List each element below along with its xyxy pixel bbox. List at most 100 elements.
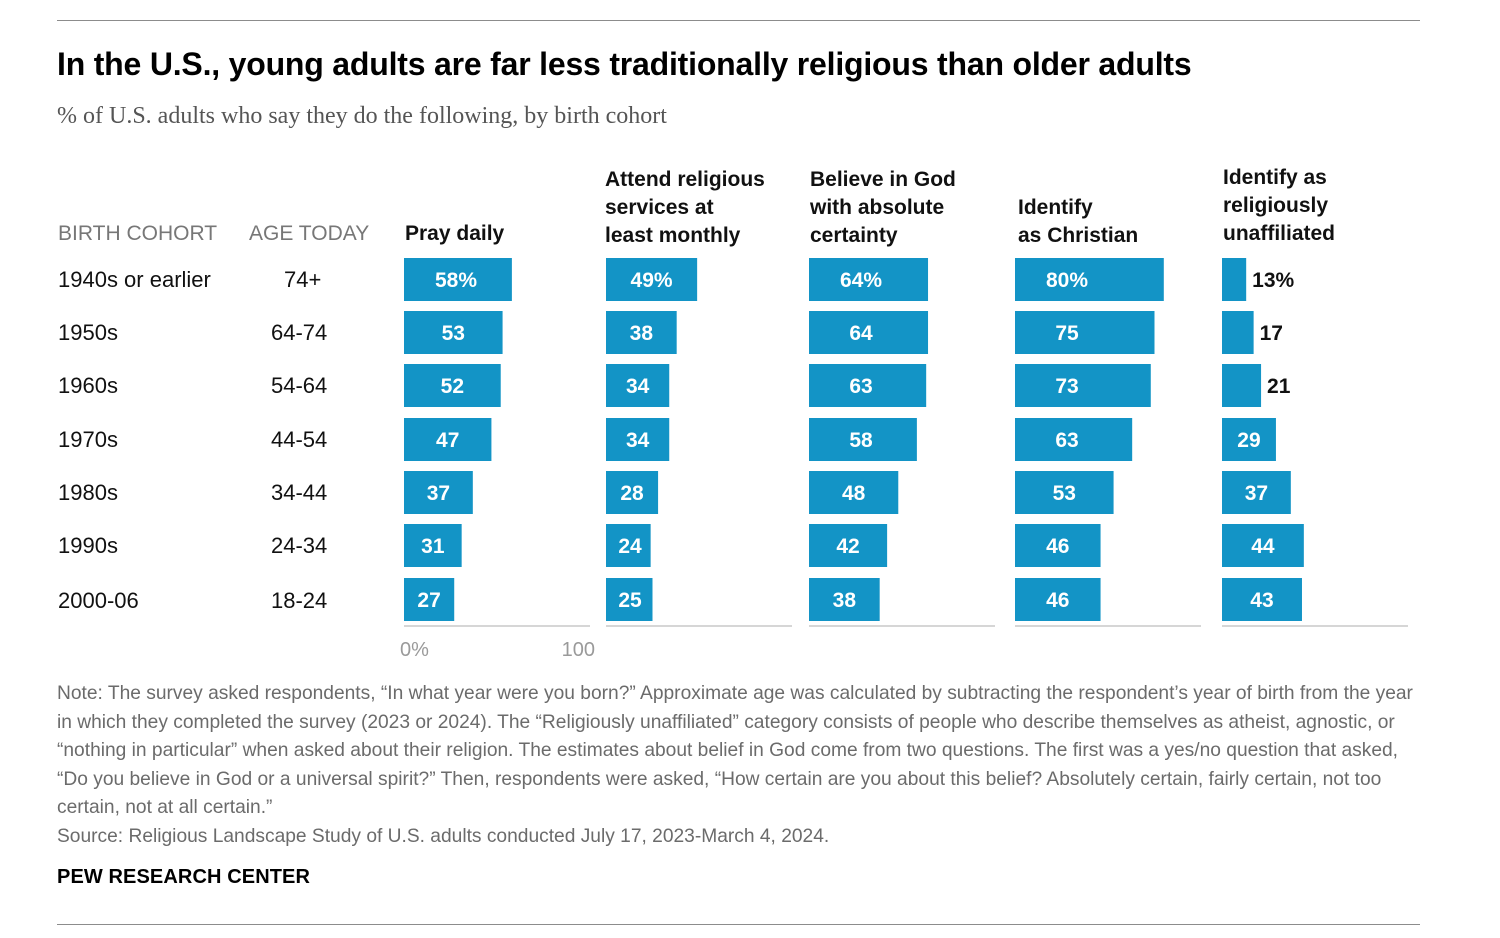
chart-note: Note: The survey asked respondents, “In … xyxy=(57,680,1427,852)
series-header-unaffiliated: Identify as religiously unaffiliated xyxy=(1223,164,1335,248)
bar xyxy=(1015,258,1164,301)
x-tick-label: 100 xyxy=(562,639,595,661)
bar xyxy=(404,578,455,621)
series-header-line: services at xyxy=(605,196,714,219)
row-age-label: 54-64 xyxy=(271,373,328,398)
bar-value-label: 24 xyxy=(618,535,642,558)
bar-value-label: 75 xyxy=(1055,322,1079,345)
bar-value-label: 80% xyxy=(1046,269,1088,292)
bar-value-label: 49% xyxy=(631,269,673,292)
bar xyxy=(809,578,880,621)
bar xyxy=(1015,471,1114,514)
bar-value-label: 29 xyxy=(1237,429,1260,452)
bar-value-label: 46 xyxy=(1046,589,1069,612)
bar xyxy=(404,364,501,407)
bar xyxy=(1015,524,1101,567)
top-rule xyxy=(57,20,1420,21)
bar-value-label: 64 xyxy=(849,322,873,345)
row-cohort-label: 1960s xyxy=(58,373,118,398)
bar-value-label: 34 xyxy=(626,375,650,398)
x-tick-label: 0% xyxy=(400,639,429,661)
bar xyxy=(1222,471,1291,514)
row-age-label: 24-34 xyxy=(271,533,328,558)
row-cohort-label: 1950s xyxy=(58,320,118,345)
bar xyxy=(809,471,899,514)
bar-value-label: 42 xyxy=(836,535,859,558)
series-header-line: unaffiliated xyxy=(1223,222,1336,245)
row-age-label: 34-44 xyxy=(271,480,328,505)
bar-value-label: 52 xyxy=(441,375,464,398)
birth-cohort-header: BIRTH COHORT xyxy=(58,222,218,245)
bar xyxy=(606,418,670,461)
bar-value-label: 73 xyxy=(1055,375,1078,398)
bar xyxy=(1222,418,1276,461)
bar-value-label: 53 xyxy=(1053,482,1076,505)
bar-value-label: 31 xyxy=(421,535,445,558)
bar-value-label: 43 xyxy=(1250,589,1273,612)
bar-value-label: 58 xyxy=(849,429,873,452)
bar xyxy=(809,311,929,354)
bar xyxy=(1222,524,1304,567)
row-age-label: 44-54 xyxy=(271,427,328,452)
series-header-line: certainty xyxy=(810,224,898,247)
bar-value-label: 47 xyxy=(436,429,459,452)
bottom-rule xyxy=(57,924,1420,925)
chart-title: In the U.S., young adults are far less t… xyxy=(57,46,1192,82)
row-cohort-label: 2000-06 xyxy=(58,588,139,613)
series-header-line: Identify as xyxy=(1223,166,1327,189)
bar xyxy=(606,578,653,621)
bar-value-label: 48 xyxy=(842,482,866,505)
bar xyxy=(809,364,927,407)
pew-logo-text: PEW RESEARCH CENTER xyxy=(57,866,311,888)
bar xyxy=(404,471,473,514)
age-today-header: AGE TODAY xyxy=(249,222,370,245)
bar xyxy=(404,418,492,461)
bar xyxy=(1015,418,1133,461)
series-header-believe-in-god: Believe in God with absolute certainty xyxy=(810,166,956,250)
series-header-line: Attend religious xyxy=(605,168,765,191)
series-header-line: least monthly xyxy=(605,224,741,247)
row-age-label: 18-24 xyxy=(271,588,328,613)
bar-value-label: 25 xyxy=(618,589,642,612)
chart-subtitle: % of U.S. adults who say they do the fol… xyxy=(57,103,667,129)
note-text: Note: The survey asked respondents, “In … xyxy=(57,683,1413,819)
series-header-line: Believe in God xyxy=(810,168,956,191)
series-header-line: with absolute xyxy=(810,196,945,219)
bar-value-label: 37 xyxy=(427,482,450,505)
row-age-label: 74+ xyxy=(284,267,322,292)
bar xyxy=(1222,258,1247,301)
bar-value-label: 28 xyxy=(620,482,644,505)
row-cohort-label: 1990s xyxy=(58,533,118,558)
row-cohort-label: 1980s xyxy=(58,480,118,505)
bar xyxy=(1015,311,1155,354)
bar xyxy=(404,311,503,354)
bar-value-label: 64% xyxy=(840,269,882,292)
bar-value-label: 63 xyxy=(1055,429,1078,452)
series-header-attend-services: Attend religious services at least month… xyxy=(605,166,765,250)
row-cohort-label: 1940s or earlier xyxy=(58,267,211,292)
bar xyxy=(606,471,659,514)
bar-value-label: 53 xyxy=(442,322,465,345)
bar xyxy=(606,364,670,407)
bar-value-label: 37 xyxy=(1245,482,1268,505)
row-age-label: 64-74 xyxy=(271,320,328,345)
series-header-line: Pray daily xyxy=(405,222,505,245)
bar xyxy=(1222,311,1254,354)
bar-value-label: 38 xyxy=(833,589,857,612)
bar xyxy=(606,524,651,567)
bar xyxy=(404,524,462,567)
bar-value-label: 21 xyxy=(1267,375,1291,398)
bar-value-label: 63 xyxy=(849,375,872,398)
bar xyxy=(606,258,698,301)
bar-value-label: 38 xyxy=(630,322,654,345)
bar xyxy=(809,418,917,461)
bar-value-label: 27 xyxy=(417,589,440,612)
bar xyxy=(809,258,929,301)
bar-value-label: 58% xyxy=(435,269,477,292)
bar xyxy=(1015,364,1151,407)
series-header-pray-daily: Pray daily xyxy=(405,220,504,248)
bar-value-label: 44 xyxy=(1251,535,1275,558)
bar xyxy=(404,258,512,301)
bar xyxy=(1222,364,1262,407)
